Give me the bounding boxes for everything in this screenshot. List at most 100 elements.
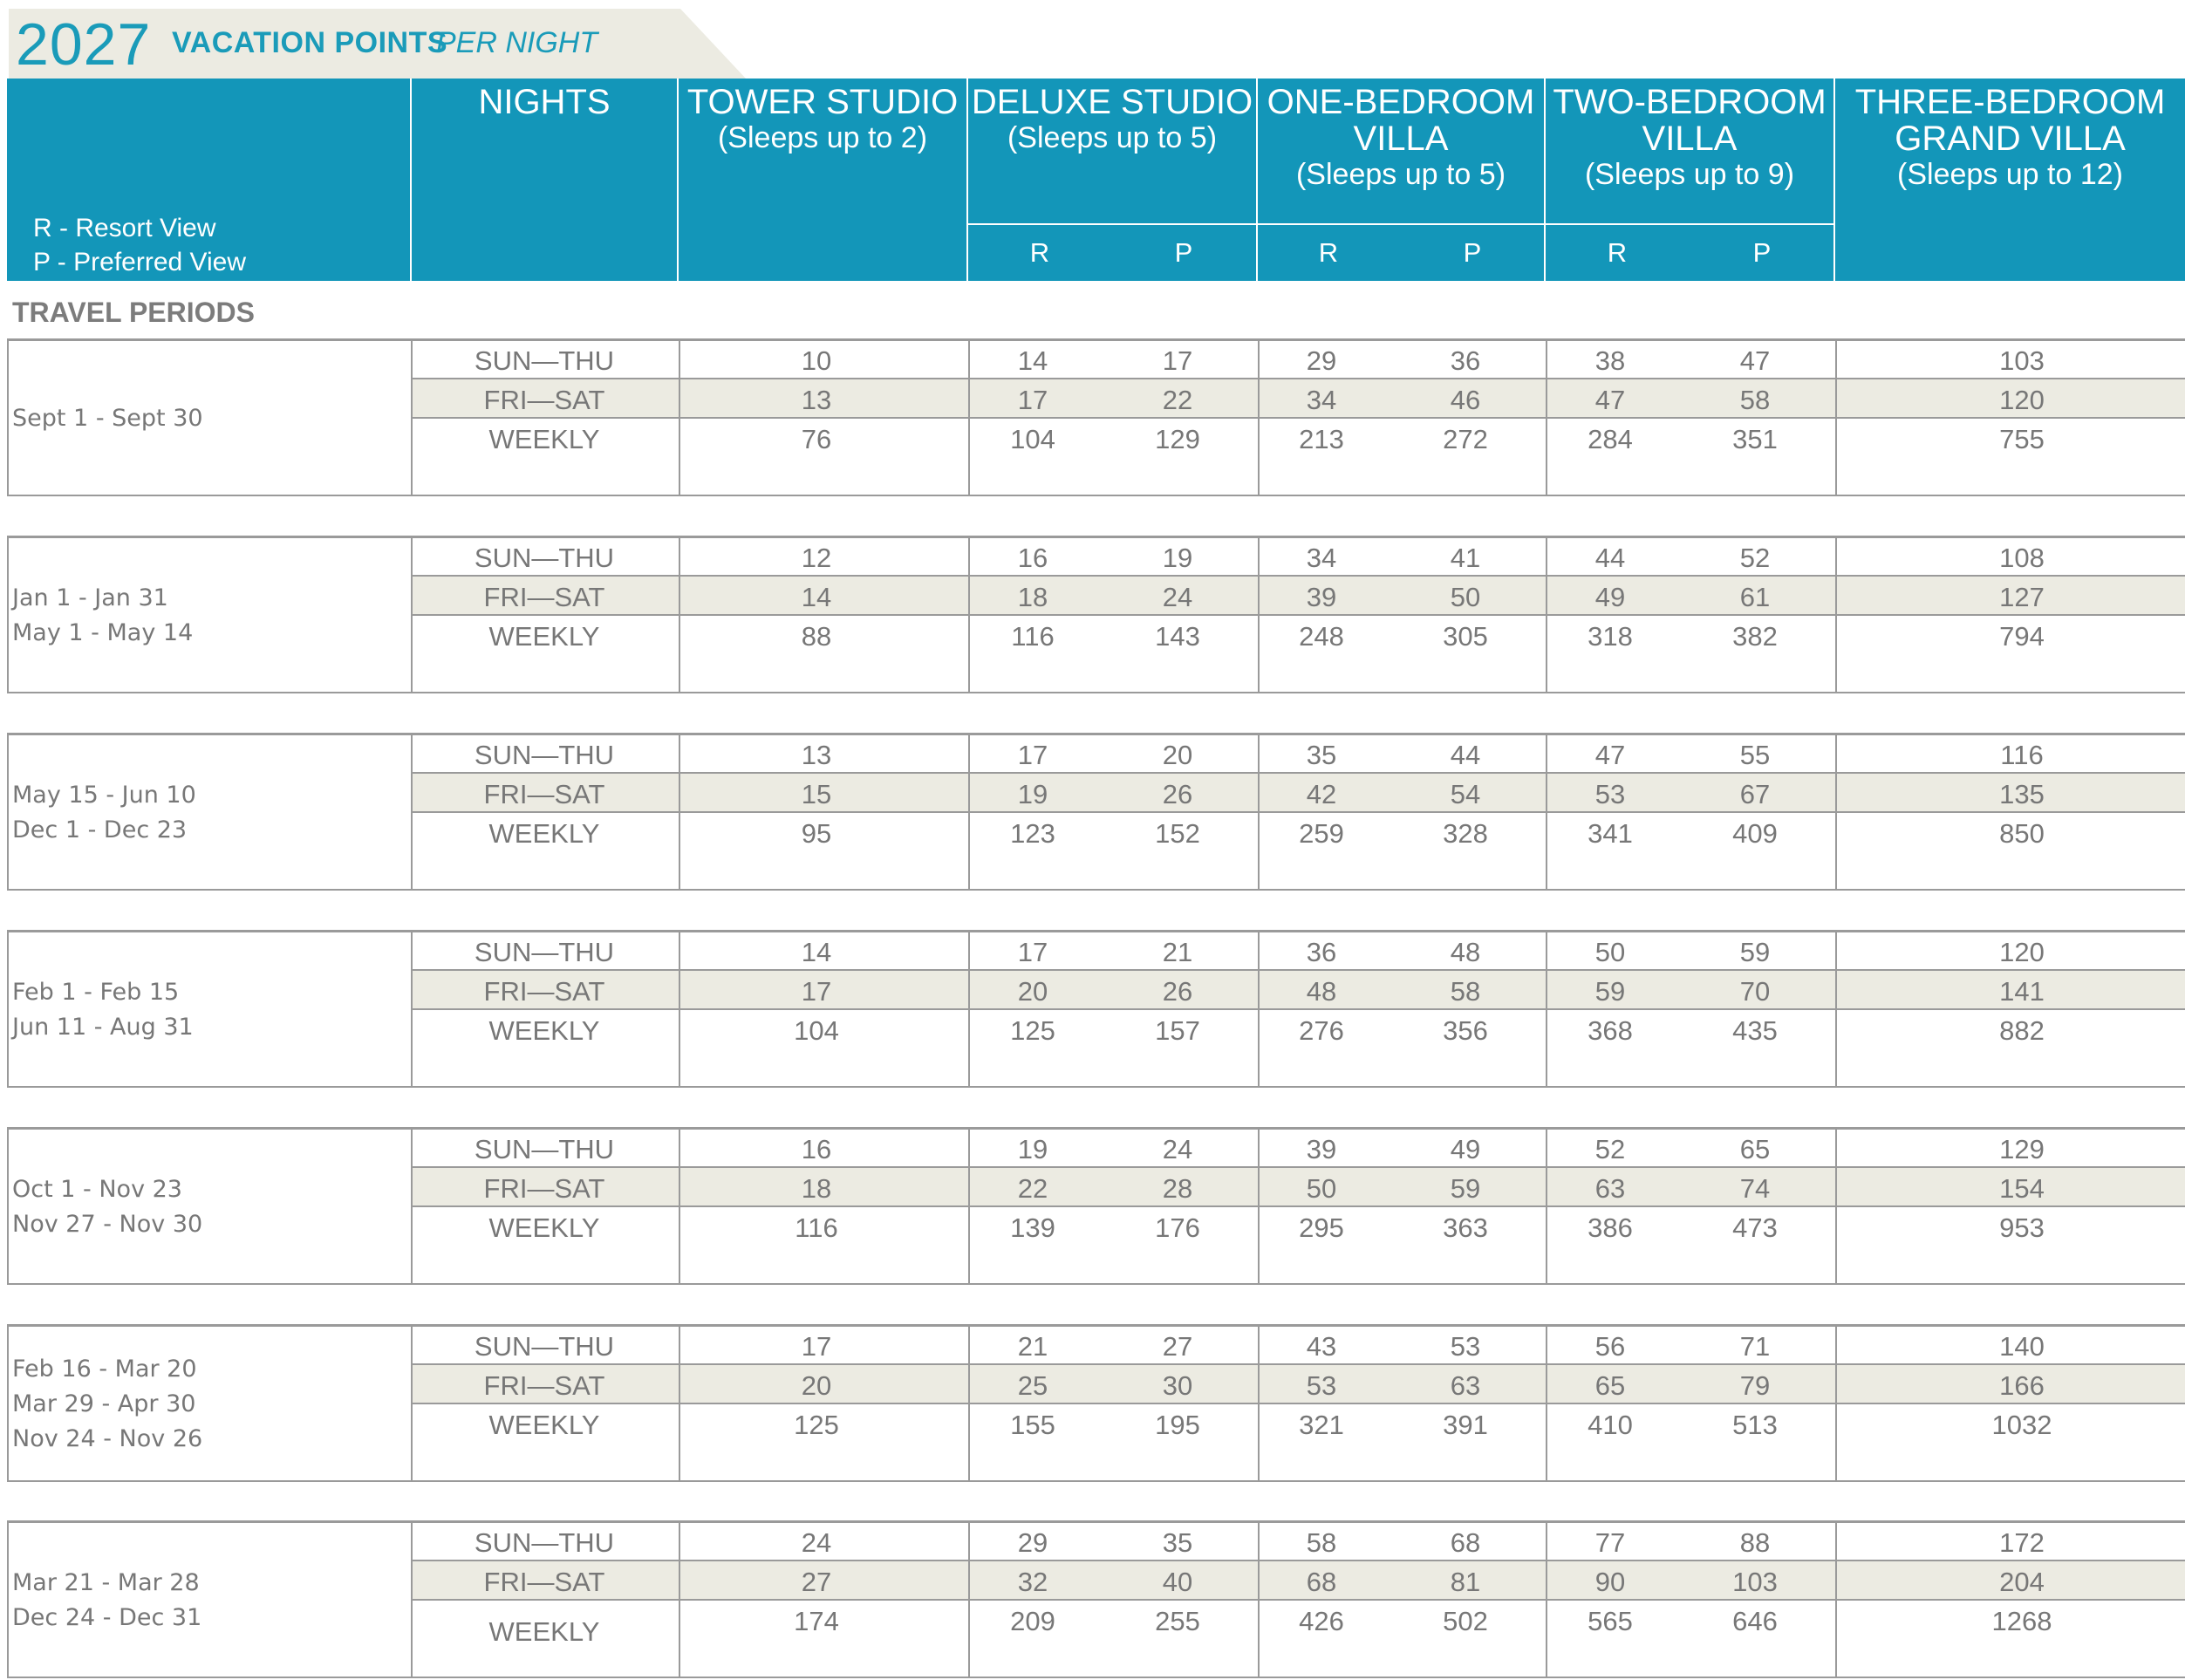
period-block: Oct 1 - Nov 23 Nov 27 - Nov 30 SUN—THU 16 19… <box>7 1127 2185 1285</box>
one-bedroom-name-line2: VILLA <box>1353 120 1449 158</box>
night-type-label: FRI—SAT <box>483 1567 605 1597</box>
night-type-label: WEEKLY <box>488 1616 600 1647</box>
points-value: 63 <box>1450 1370 1481 1401</box>
points-value: 368 <box>1588 1015 1633 1046</box>
points-value: 143 <box>1155 621 1200 652</box>
row-divider <box>7 1480 2185 1482</box>
points-value: 34 <box>1306 543 1337 573</box>
column-divider <box>7 733 9 891</box>
points-value: 426 <box>1299 1606 1344 1636</box>
points-value: 116 <box>795 1212 838 1243</box>
points-value: 409 <box>1732 818 1778 849</box>
row-divider <box>7 889 2185 891</box>
column-divider <box>968 338 970 496</box>
column-divider <box>1258 733 1260 891</box>
points-value: 15 <box>801 779 832 809</box>
column-divider <box>1835 1520 1837 1678</box>
points-value: 213 <box>1299 424 1344 454</box>
period-block: May 15 - Jun 10 Dec 1 - Dec 23 SUN—THU 13 17… <box>7 733 2185 891</box>
points-value: 43 <box>1306 1331 1337 1362</box>
points-value: 152 <box>1155 818 1200 849</box>
travel-period-dates: Oct 1 - Nov 23 Nov 27 - Nov 30 <box>12 1172 202 1242</box>
column-divider <box>7 1127 9 1285</box>
points-value: 259 <box>1299 818 1344 849</box>
travel-period-date-range: Feb 1 - Feb 15 <box>12 979 180 1006</box>
points-value: 29 <box>1306 345 1337 376</box>
column-divider <box>968 1520 970 1678</box>
deluxe-p-label: P <box>1174 237 1193 268</box>
points-value: 30 <box>1162 1370 1193 1401</box>
points-value: 49 <box>1594 582 1626 612</box>
points-value: 19 <box>1162 543 1193 573</box>
points-value: 127 <box>1999 582 2045 612</box>
nights-header: NIGHTS <box>412 79 677 281</box>
points-value: 18 <box>1017 582 1048 612</box>
row-divider <box>412 1560 2185 1561</box>
fri-sat-row-shade <box>412 378 2185 417</box>
fri-sat-row-shade <box>412 575 2185 614</box>
travel-period-date-range: Dec 1 - Dec 23 <box>12 816 188 843</box>
points-value: 157 <box>1155 1015 1200 1046</box>
points-value: 22 <box>1162 385 1193 415</box>
points-value: 209 <box>1010 1606 1055 1636</box>
travel-period-date-range: Nov 27 - Nov 30 <box>12 1211 203 1238</box>
column-divider <box>7 536 9 693</box>
column-divider <box>968 733 970 891</box>
column-divider <box>1835 338 1837 496</box>
column-divider <box>1258 1127 1260 1285</box>
points-value: 21 <box>1162 937 1193 967</box>
points-value: 17 <box>1017 385 1048 415</box>
row-divider <box>7 930 2185 932</box>
points-value: 24 <box>1162 1134 1193 1164</box>
three-bedroom-sleeps: (Sleeps up to 12) <box>1897 158 2123 191</box>
points-value: 646 <box>1732 1606 1778 1636</box>
points-value: 116 <box>1011 621 1055 652</box>
period-block: Feb 16 - Mar 20 Mar 29 - Apr 30 Nov 24 - N… <box>7 1324 2185 1482</box>
two-bedroom-name-line1: TWO-BEDROOM <box>1553 83 1827 121</box>
column-divider <box>411 1324 413 1482</box>
points-value: 473 <box>1732 1212 1778 1243</box>
points-value: 81 <box>1450 1567 1481 1597</box>
points-value: 16 <box>1017 543 1048 573</box>
points-value: 12 <box>801 543 832 573</box>
page-subtitle: PER NIGHT <box>436 26 598 59</box>
row-divider <box>412 1363 2185 1365</box>
points-value: 248 <box>1299 621 1344 652</box>
row-divider <box>412 575 2185 577</box>
subheader-divider-deluxe <box>968 223 1256 225</box>
points-value: 141 <box>1999 976 2045 1007</box>
row-divider <box>7 495 2185 496</box>
points-value: 21 <box>1017 1331 1048 1362</box>
travel-period-date-range: Jun 11 - Aug 31 <box>12 1014 194 1041</box>
points-value: 382 <box>1732 621 1778 652</box>
night-type-label: FRI—SAT <box>483 976 605 1007</box>
points-value: 14 <box>801 937 832 967</box>
period-block: Mar 21 - Mar 28 Dec 24 - Dec 31 SUN—THU 24 2… <box>7 1520 2185 1678</box>
points-value: 88 <box>1739 1527 1771 1558</box>
points-value: 52 <box>1594 1134 1626 1164</box>
column-divider <box>679 338 680 496</box>
column-divider <box>7 930 9 1088</box>
points-value: 59 <box>1594 976 1626 1007</box>
points-value: 77 <box>1594 1527 1626 1558</box>
points-value: 50 <box>1594 937 1626 967</box>
two-bedroom-p-label: P <box>1752 237 1772 268</box>
night-type-label: FRI—SAT <box>483 385 605 415</box>
two-bedroom-header: TWO-BEDROOM VILLA (Sleeps up to 9) <box>1546 79 1833 281</box>
points-value: 284 <box>1588 424 1633 454</box>
three-bedroom-header: THREE-BEDROOM GRAND VILLA (Sleeps up to … <box>1835 79 2185 281</box>
points-value: 17 <box>1017 937 1048 967</box>
subheader-divider-two-bedroom <box>1546 223 1833 225</box>
points-value: 46 <box>1450 385 1481 415</box>
column-divider <box>1835 733 1837 891</box>
row-divider <box>7 338 2185 341</box>
points-value: 28 <box>1162 1173 1193 1204</box>
points-value: 67 <box>1739 779 1771 809</box>
points-value: 25 <box>1017 1370 1048 1401</box>
points-value: 39 <box>1306 1134 1337 1164</box>
night-type-label: WEEKLY <box>488 621 600 652</box>
column-divider <box>1546 1127 1547 1285</box>
night-type-label: FRI—SAT <box>483 1173 605 1204</box>
column-divider <box>1835 1324 1837 1482</box>
night-type-label: SUN—THU <box>474 740 615 770</box>
